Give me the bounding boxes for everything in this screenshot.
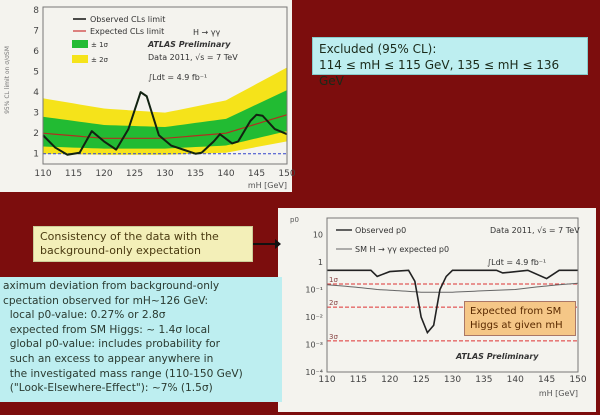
x-tick-label: 150 (278, 169, 295, 179)
observed-p0-line (327, 269, 578, 335)
deviation-line: such an excess to appear anywhere in (3, 352, 214, 365)
x-tick-label: 120 (381, 375, 398, 385)
legend-observed: Observed p0 (355, 226, 406, 235)
annotation-atlas: ATLAS Preliminary (147, 40, 231, 49)
legend-2sigma: ± 2σ (91, 56, 109, 64)
expected-line-1: Expected from SM (470, 306, 562, 317)
x-tick-label: 120 (95, 169, 112, 179)
arrow-icon (253, 239, 281, 249)
expected-sm-box: Expected from SM Higgs at given mH (464, 301, 576, 336)
excluded-title: Excluded (95% CL): (319, 42, 437, 56)
expected-p0-line (326, 282, 579, 293)
consistency-line-2: background-only expectation (40, 244, 202, 257)
y-tick-label: 1 (33, 150, 39, 160)
y-tick-label: 10⁻³ (305, 341, 323, 350)
observed-line (42, 91, 288, 156)
deviation-line: expected from SM Higgs: ~ 1.4σ local (3, 323, 211, 336)
x-tick-label: 140 (217, 169, 234, 179)
x-tick-label: 130 (156, 169, 173, 179)
sigma-label: 3σ (329, 333, 338, 341)
deviation-line: global p0-value: includes probability fo… (3, 338, 221, 351)
x-tick-label: 115 (350, 375, 367, 385)
y-tick-label: 5 (33, 68, 39, 78)
sigma-label: 2σ (329, 299, 338, 307)
annotation-data: Data 2011, √s = 7 TeV (490, 226, 580, 235)
deviation-line: cpectation observed for mH~126 GeV: (3, 294, 209, 307)
expected-line-2: Higgs at given mH (470, 320, 563, 331)
y-tick-label: 8 (33, 6, 39, 16)
y-tick-label: 6 (33, 47, 39, 57)
y-tick-label: 10⁻¹ (305, 286, 323, 295)
deviation-line: local p0-value: 0.27% or 2.8σ (3, 309, 166, 322)
x-tick-label: 125 (126, 169, 143, 179)
sigma-label: 1σ (329, 276, 338, 284)
excluded-range-box: Excluded (95% CL): 114 ≤ mH ≤ 115 GeV, 1… (312, 37, 588, 88)
x-axis-label: mH [GeV] (539, 389, 578, 398)
legend-1sigma-swatch (72, 40, 88, 48)
x-tick-label: 135 (187, 169, 204, 179)
deviation-line: the investigated mass range (110-150 GeV… (3, 367, 243, 380)
y-tick-label: 2 (33, 129, 39, 139)
y-tick-label: 10⁻² (305, 313, 323, 322)
x-tick-label: 135 (475, 375, 492, 385)
legend-expected: Expected CLs limit (90, 27, 164, 36)
annotation-atlas: ATLAS Preliminary (455, 352, 539, 361)
annotation-lumi: ∫Ldt = 4.9 fb⁻¹ (148, 73, 207, 82)
annotation-data: Data 2011, √s = 7 TeV (148, 53, 238, 62)
deviation-line: aximum deviation from background-only (3, 280, 220, 292)
consistency-box: Consistency of the data with the backgro… (33, 226, 253, 262)
x-tick-label: 125 (413, 375, 430, 385)
plot-frame (326, 217, 579, 373)
y-tick-label: 4 (33, 88, 39, 98)
deviation-box: aximum deviation from background-only cp… (0, 277, 282, 402)
x-tick-label: 110 (34, 169, 51, 179)
y-tick-label: 3 (33, 109, 39, 119)
annotation-lumi: ∫Ldt = 4.9 fb⁻¹ (487, 258, 546, 267)
y-tick-label: 10 (313, 231, 323, 240)
y-tick-label: 7 (33, 27, 39, 37)
x-tick-label: 145 (248, 169, 265, 179)
legend-1sigma: ± 1σ (91, 41, 109, 49)
legend-2sigma-swatch (72, 55, 88, 63)
x-axis-label: mH [GeV] (248, 181, 287, 190)
plot-frame (42, 6, 288, 165)
consistency-line-1: Consistency of the data with the (40, 230, 219, 243)
deviation-line: ("Look-Elsewhere-Effect"): ~7% (1.5σ) (3, 382, 213, 395)
annotation-channel: H → γγ (193, 28, 221, 37)
excluded-ranges: 114 ≤ mH ≤ 115 GeV, 135 ≤ mH ≤ 136 GeV (319, 58, 560, 88)
x-tick-label: 130 (444, 375, 461, 385)
y-axis-label: 95% CL limit on σ/σSM (4, 46, 11, 114)
band-1sigma (43, 90, 287, 149)
y-axis-label: p0 (290, 216, 299, 224)
x-tick-label: 145 (538, 375, 555, 385)
y-tick-label: 10⁻⁴ (305, 368, 323, 377)
legend-expected: SM H → γγ expected p0 (355, 245, 449, 254)
y-tick-label: 1 (318, 258, 323, 267)
legend-observed: Observed CLs limit (90, 15, 165, 24)
x-tick-label: 150 (569, 375, 586, 385)
x-tick-label: 115 (65, 169, 82, 179)
x-tick-label: 140 (507, 375, 524, 385)
x-tick-label: 110 (318, 375, 335, 385)
